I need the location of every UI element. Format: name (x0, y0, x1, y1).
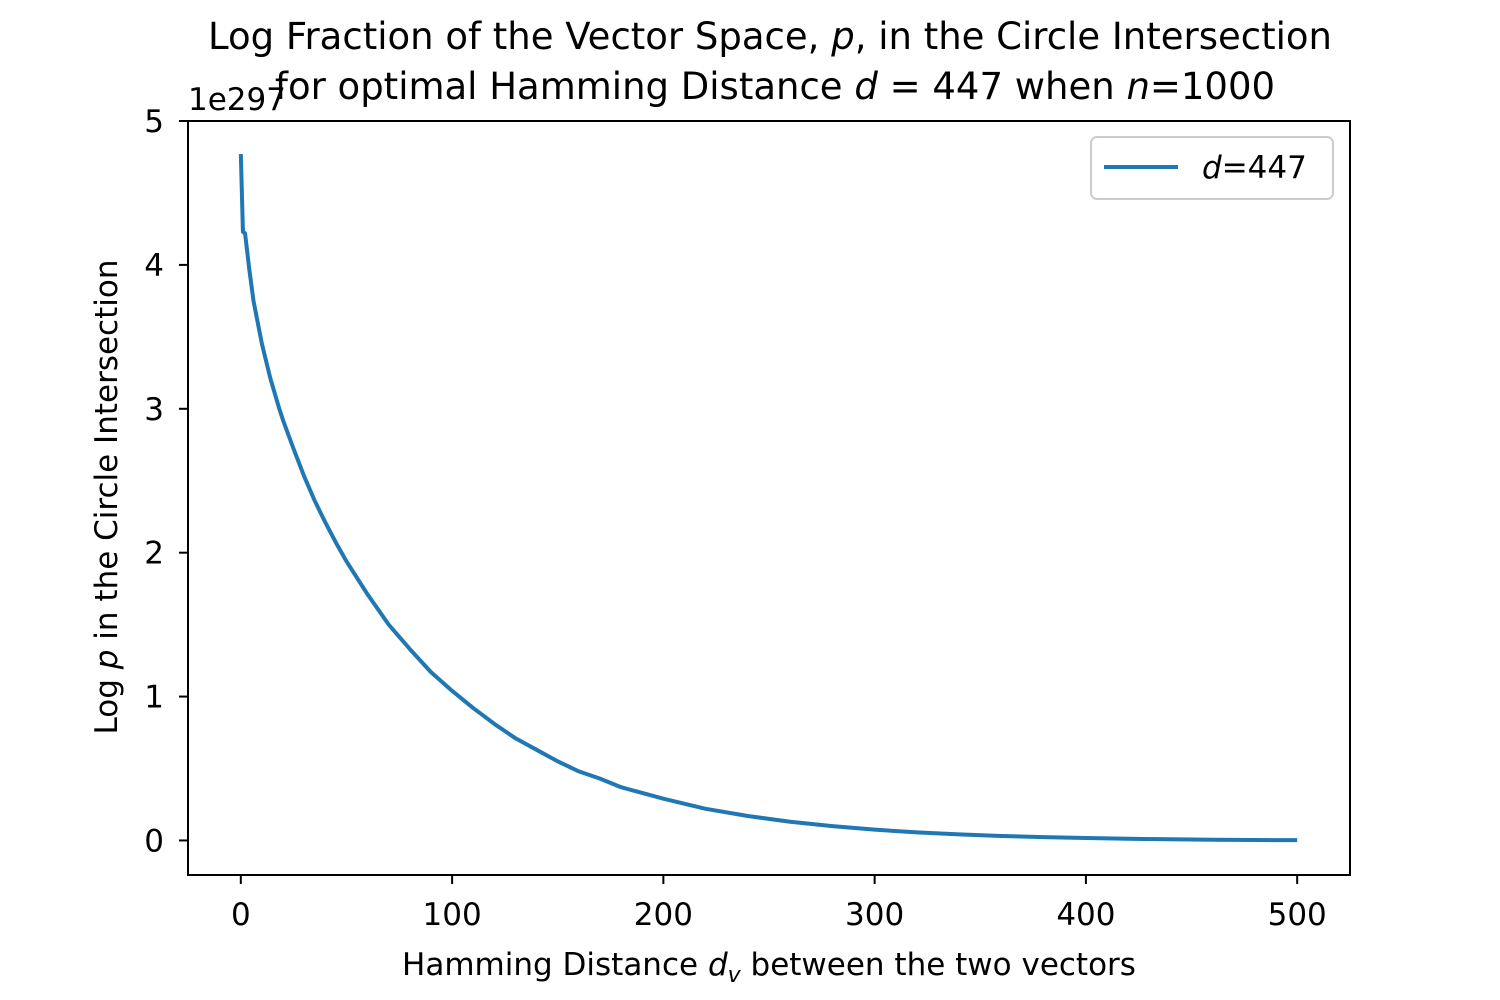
y-tick-label: 5 (144, 104, 164, 140)
y-axis-label: Log p in the Circle Intersection (89, 260, 125, 735)
y-tick-label: 2 (144, 536, 164, 572)
x-tick-label: 0 (231, 897, 251, 933)
y-axis-ticks: 0 1 2 3 4 5 (144, 104, 188, 859)
x-tick-label: 100 (423, 897, 482, 933)
x-tick-label: 300 (845, 897, 904, 933)
chart-title-line-1: Log Fraction of the Vector Space, p, in … (208, 15, 1332, 58)
series-layer (238, 154, 1298, 843)
x-axis-ticks: 0 100 200 300 400 500 (231, 875, 1327, 933)
legend-entry-label: d=447 (1202, 150, 1307, 186)
y-tick-label: 0 (144, 823, 164, 859)
x-axis-label: Hamming Distance dv between the two vect… (402, 947, 1136, 988)
x-tick-label: 200 (634, 897, 693, 933)
y-tick-label: 4 (144, 248, 164, 284)
plot-area-frame (187, 120, 1351, 876)
series-line-0 (238, 154, 1298, 843)
x-tick-label: 500 (1268, 897, 1327, 933)
legend-box (1090, 136, 1334, 200)
legend: d=447 (1090, 136, 1334, 200)
y-tick-label: 3 (144, 392, 164, 428)
chart-title-line-2: for optimal Hamming Distance d = 447 whe… (275, 65, 1275, 108)
x-tick-label: 400 (1056, 897, 1115, 933)
y-axis-offset-label: 1e297 (188, 82, 286, 118)
y-tick-label: 1 (144, 680, 164, 716)
